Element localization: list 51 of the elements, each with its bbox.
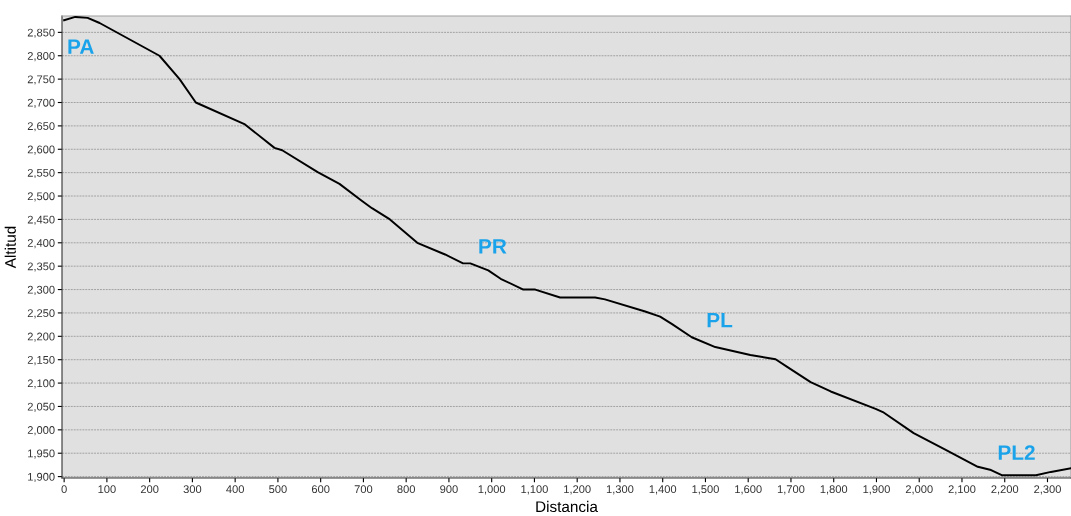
y-tick-label: 2,650 bbox=[27, 122, 55, 132]
x-tick-label: 300 bbox=[183, 485, 202, 494]
annotation: PA bbox=[68, 39, 94, 54]
y-tick-label: 2,250 bbox=[27, 309, 55, 319]
x-tick-label: 1,600 bbox=[735, 485, 762, 495]
x-tick-label: 100 bbox=[98, 485, 116, 494]
x-tick-label: 1,100 bbox=[521, 485, 548, 495]
y-tick-label: 2,300 bbox=[27, 285, 55, 295]
y-tick-label: 2,100 bbox=[27, 379, 55, 389]
y-tick-label: 2,800 bbox=[27, 52, 55, 62]
x-tick-label: 2,300 bbox=[1034, 485, 1061, 495]
x-tick-label: 800 bbox=[397, 485, 416, 494]
y-tick-label: 2,700 bbox=[27, 98, 55, 108]
x-axis-title: Distancia bbox=[536, 500, 598, 513]
y-tick-label: 2,600 bbox=[27, 145, 55, 155]
y-tick-label: 1,950 bbox=[28, 449, 55, 459]
x-tick-label: 1,300 bbox=[606, 485, 634, 495]
x-tick-label: 1,700 bbox=[777, 485, 805, 495]
y-tick-label: 2,350 bbox=[27, 262, 55, 272]
y-tick-label: 2,050 bbox=[27, 402, 55, 412]
y-tick-label: 2,500 bbox=[27, 192, 55, 202]
y-tick-label: 2,850 bbox=[27, 28, 55, 38]
x-tick-label: 700 bbox=[354, 485, 373, 494]
y-tick-label: 2,000 bbox=[27, 426, 55, 436]
y-tick-label: 2,450 bbox=[27, 215, 55, 225]
x-tick-label: 500 bbox=[269, 485, 287, 494]
y-tick-label: 2,550 bbox=[27, 168, 55, 179]
x-tick-label: 1,500 bbox=[692, 485, 719, 495]
annotation: PL2 bbox=[998, 445, 1035, 460]
y-tick-label: 2,400 bbox=[27, 239, 55, 249]
x-tick-label: 2,000 bbox=[905, 485, 933, 495]
x-tick-label: 1,200 bbox=[564, 485, 591, 495]
y-tick-label: 2,200 bbox=[27, 332, 55, 342]
annotation: PR bbox=[479, 239, 507, 254]
annotation: PL bbox=[707, 313, 733, 328]
x-tick-label: 1,800 bbox=[820, 485, 848, 495]
x-tick-label: 900 bbox=[440, 485, 458, 494]
x-tick-label: 600 bbox=[311, 485, 330, 494]
x-tick-label: 2,200 bbox=[991, 485, 1019, 495]
x-tick-label: 1,900 bbox=[863, 485, 890, 495]
x-tick-label: 400 bbox=[226, 485, 244, 494]
x-tick-label: 1,000 bbox=[478, 485, 506, 495]
y-tick-label: 2,150 bbox=[27, 355, 55, 366]
x-tick-label: 200 bbox=[140, 485, 159, 494]
x-tick-label: 1,400 bbox=[649, 485, 677, 495]
x-tick-label: 2,100 bbox=[948, 485, 976, 495]
x-tick-label: 0 bbox=[61, 485, 67, 494]
line-series bbox=[63, 16, 1071, 477]
y-tick-label: 2,750 bbox=[27, 75, 55, 85]
y-axis-title: Altitud bbox=[4, 226, 16, 269]
y-tick-label: 1,900 bbox=[28, 472, 55, 483]
